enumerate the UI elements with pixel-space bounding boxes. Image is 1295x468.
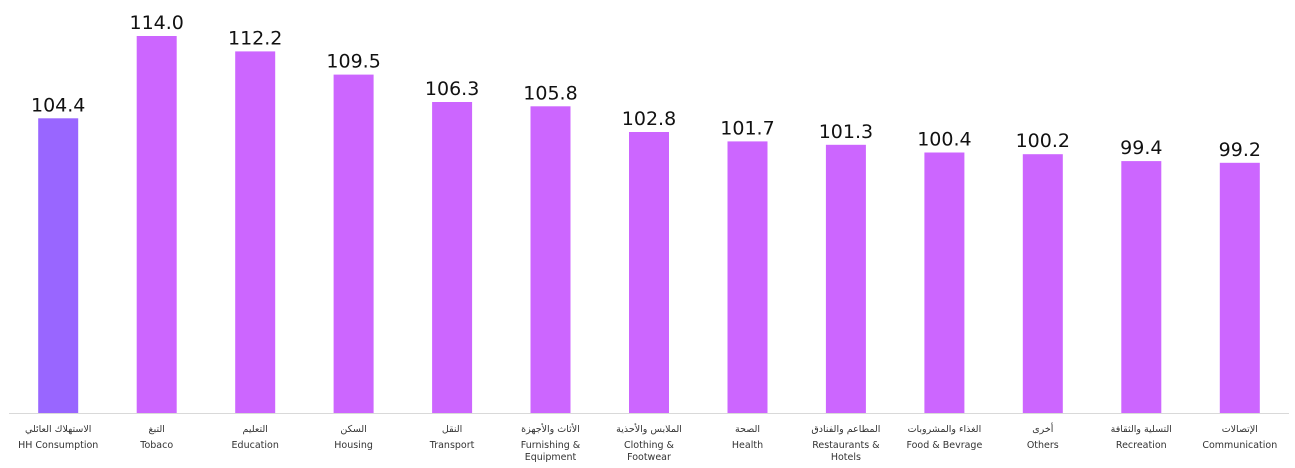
bar <box>629 132 669 413</box>
data-label: 104.4 <box>31 94 85 116</box>
tick-label-english: Health <box>732 440 763 451</box>
bars-group <box>38 36 1260 414</box>
tick-label-english: Education <box>232 440 279 451</box>
data-label: 99.2 <box>1219 139 1261 161</box>
bar <box>235 51 276 414</box>
tick-label-arabic: السكن <box>340 424 367 435</box>
tick-label-arabic: التعليم <box>243 424 268 435</box>
tick-label-english: Housing <box>334 440 373 451</box>
tick-label-english: Hotels <box>831 452 861 463</box>
tick-label-english: Clothing & <box>624 440 675 451</box>
bar <box>530 106 571 414</box>
data-label: 100.4 <box>917 129 971 151</box>
tick-label-arabic: الأثاث والأجهزة <box>521 423 580 435</box>
data-label: 101.3 <box>819 121 873 143</box>
value-labels-group: 104.4 114.0 112.2 109.5 106.3 105.8 102.8 101.7… <box>31 12 1261 161</box>
data-label: 101.7 <box>720 117 774 139</box>
data-label: 105.8 <box>523 82 577 104</box>
bar <box>727 141 768 413</box>
bar <box>825 144 866 414</box>
tick-label-arabic: أخرى <box>1032 422 1054 435</box>
tick-label-arabic: الاستهلاك العائلي <box>25 424 92 435</box>
bar <box>1121 161 1162 413</box>
tick-label-arabic: الصحة <box>735 424 760 435</box>
data-label: 99.4 <box>1120 137 1162 159</box>
tick-label-arabic: التبغ <box>149 424 165 435</box>
tick-label-arabic: الملابس والأحذية <box>616 423 682 435</box>
tick-label-english: Communication <box>1202 440 1277 451</box>
tick-label-english: Footwear <box>627 452 671 463</box>
bar <box>333 74 374 413</box>
data-label: 109.5 <box>326 51 380 73</box>
bar <box>136 36 177 413</box>
tick-label-english: HH Consumption <box>18 440 98 451</box>
tick-labels-group: الاستهلاك العائلي HH Consumption التبغ Toba… <box>18 422 1277 463</box>
tick-label-english: Recreation <box>1116 440 1167 451</box>
tick-label-english: Restaurants & <box>812 440 880 451</box>
data-label: 114.0 <box>129 12 183 34</box>
bar <box>1219 162 1260 413</box>
data-label: 106.3 <box>425 78 479 100</box>
tick-label-arabic: الإتصالات <box>1222 424 1258 435</box>
tick-label-arabic: التسلية والثقافة <box>1111 424 1172 435</box>
tick-label-english: Food & Bevrage <box>906 440 982 451</box>
tick-label-english: Equipment <box>525 452 577 463</box>
tick-label-arabic: المطاعم والفنادق <box>811 424 880 435</box>
data-label: 102.8 <box>622 108 676 130</box>
tick-label-english: Tobaco <box>139 440 173 451</box>
data-label: 100.2 <box>1016 130 1070 152</box>
bar <box>924 152 965 413</box>
tick-label-english: Furnishing & <box>521 440 581 451</box>
tick-label-arabic: النقل <box>442 424 462 435</box>
tick-label-arabic: الغذاء والمشروبات <box>908 424 982 435</box>
tick-label-english: Transport <box>429 440 475 451</box>
data-label: 112.2 <box>228 27 282 49</box>
bar <box>432 102 473 413</box>
bar <box>38 118 79 414</box>
bar <box>1022 154 1063 413</box>
tick-label-english: Others <box>1027 440 1059 451</box>
